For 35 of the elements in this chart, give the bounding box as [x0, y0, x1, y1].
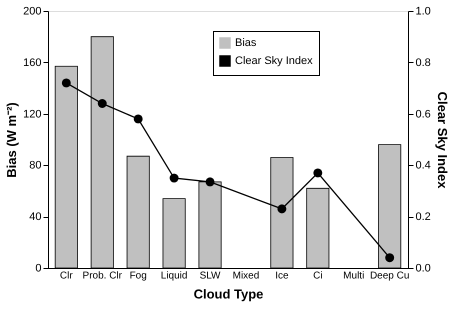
- legend-label: Bias: [235, 37, 257, 49]
- x-tick-label: Deep Cu: [370, 270, 410, 282]
- y-tick-label: 80: [29, 160, 42, 172]
- legend-label: Clear Sky Index: [235, 55, 314, 67]
- y2-tick-label: 0.4: [416, 160, 431, 172]
- point: [206, 177, 215, 186]
- point: [385, 253, 394, 262]
- y2-tick-label: 0.8: [416, 56, 431, 69]
- y-tick-label: 40: [29, 211, 42, 224]
- y2-tick-label: 0.6: [416, 108, 431, 120]
- x-tick-label: Fog: [130, 270, 147, 282]
- x-tick-label: Multi: [343, 270, 364, 282]
- x-tick-label: SLW: [200, 270, 222, 282]
- y-tick-label: 0: [35, 262, 42, 274]
- point: [277, 204, 286, 214]
- y-axis-title: Bias (W m⁻²): [4, 102, 20, 178]
- y-tick-label: 120: [23, 108, 42, 120]
- y2-axis-title: Clear Sky Index: [434, 92, 450, 190]
- point: [134, 114, 143, 124]
- point: [62, 78, 71, 88]
- x-tick-label: Clr: [60, 270, 74, 282]
- y2-tick-label: 1.0: [416, 6, 431, 18]
- x-tick-label: Ice: [275, 270, 289, 282]
- point: [98, 99, 107, 108]
- x-tick-label: Liquid: [160, 270, 188, 282]
- x-tick-label: Mixed: [232, 270, 260, 282]
- point: [170, 174, 179, 183]
- x-axis-title: Cloud Type: [194, 286, 264, 302]
- y2-tick-label: 0.2: [416, 211, 431, 224]
- y-tick-label: 160: [23, 56, 42, 69]
- x-tick-label: Ci: [313, 270, 323, 282]
- point: [313, 168, 322, 178]
- x-tick-label: Prob. Clr: [82, 270, 123, 282]
- y2-tick-label: 0.0: [416, 262, 431, 274]
- y-tick-label: 200: [23, 6, 42, 18]
